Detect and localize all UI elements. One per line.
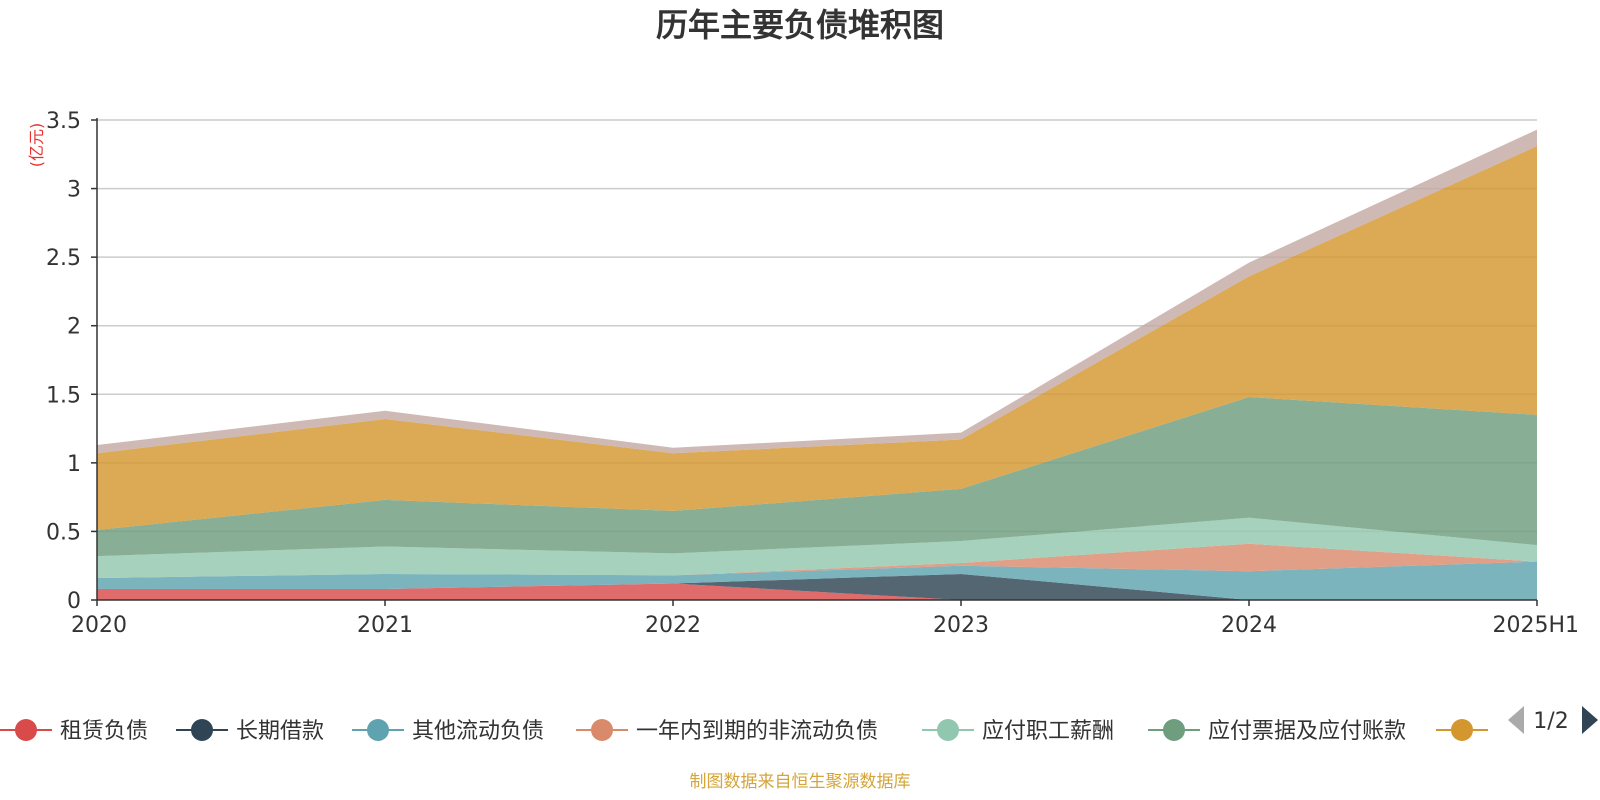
legend-next-page-icon[interactable] [1582, 706, 1598, 734]
legend-marker-icon [191, 719, 213, 741]
legend-item[interactable]: 应付职工薪酬 [922, 719, 1114, 744]
legend-item[interactable]: 一年内到期的非流动负债 [576, 719, 878, 744]
y-tick-label: 2 [67, 315, 81, 340]
legend-item[interactable]: 长期借款 [176, 719, 324, 744]
area-series-5 [97, 397, 1537, 557]
x-tick-label: 2021 [357, 613, 413, 638]
area-series-2 [97, 561, 1537, 600]
legend-marker-icon [937, 719, 959, 741]
legend-marker-icon [1451, 719, 1473, 741]
x-tick-label: 2022 [645, 613, 701, 638]
legend-prev-page-icon[interactable] [1508, 706, 1524, 734]
y-tick-label: 0.5 [46, 520, 81, 545]
y-tick-label: 3.5 [46, 109, 81, 134]
area-series-6 [97, 146, 1537, 531]
legend-label: 一年内到期的非流动负债 [636, 719, 878, 744]
legend-pager: 1/2 [1508, 706, 1598, 734]
x-tick-label: 2023 [933, 613, 989, 638]
legend-item[interactable]: 应付票据及应付账款 [1148, 719, 1406, 744]
y-tick-label: 1.5 [46, 383, 81, 408]
area-series-4 [97, 517, 1537, 579]
area-series-3 [97, 543, 1537, 579]
legend-marker-icon [591, 719, 613, 741]
legend-label: 应付职工薪酬 [982, 719, 1114, 744]
area-series-layer [97, 129, 1537, 600]
legend-label: 其他流动负债 [412, 719, 544, 744]
source-note: 制图数据来自恒生聚源数据库 [690, 772, 911, 792]
legend-label: 长期借款 [236, 719, 324, 744]
legend-item[interactable] [1436, 719, 1488, 741]
chart-title: 历年主要负债堆积图 [656, 6, 944, 44]
y-tick-label: 3 [67, 178, 81, 203]
y-axis-unit-label: (亿元) [27, 123, 46, 168]
x-tick-label: 2025H1 [1492, 613, 1579, 638]
y-tick-label: 1 [67, 452, 81, 477]
legend-item[interactable]: 租赁负债 [0, 719, 148, 744]
legend-marker-icon [367, 719, 389, 741]
x-tick-label: 2020 [71, 613, 127, 638]
legend-item[interactable]: 其他流动负债 [352, 719, 544, 744]
axes: 2020 2021 2022 2023 2024 2025H1 [71, 118, 1579, 638]
y-tick-label: 0 [67, 589, 81, 614]
legend-page-indicator: 1/2 [1533, 709, 1568, 734]
x-tick-label: 2024 [1221, 613, 1277, 638]
legend-marker-icon [1163, 719, 1185, 741]
legend-label: 租赁负债 [60, 719, 148, 744]
legend-label: 应付票据及应付账款 [1208, 719, 1406, 744]
legend-marker-icon [15, 719, 37, 741]
legend: 租赁负债 长期借款 其他流动负债 一年内到期的非流动负债 应付职工薪酬 应付票据及应付账款 [0, 719, 1488, 744]
y-tick-label: 2.5 [46, 246, 81, 271]
